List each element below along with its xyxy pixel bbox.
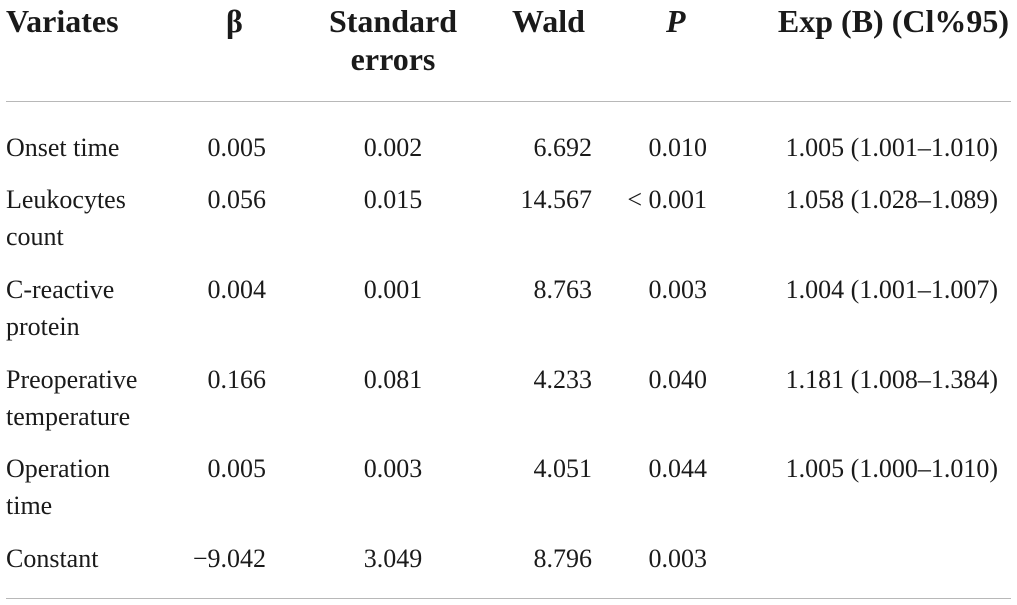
header-variates: Variates: [6, 3, 119, 39]
header-divider: [6, 101, 1011, 102]
cell-variate: Constant: [6, 544, 99, 573]
header-standard-errors-line1: Standard: [328, 3, 458, 39]
cell-variate: Onset time: [6, 133, 120, 162]
cell-wald: 14.567: [520, 185, 593, 214]
header-standard-errors-line2: errors: [350, 41, 436, 77]
cell-exp-b: 1.005 (1.001–1.010): [785, 133, 998, 162]
table-bottom-rule: [6, 598, 1011, 599]
header-exp-b: Exp (B) (Cl%95): [777, 3, 1009, 39]
cell-standard-error: 0.003: [363, 454, 423, 483]
cell-variate: Preoperative temperature: [6, 365, 138, 431]
header-p: P: [666, 3, 686, 39]
cell-beta: 0.004: [207, 275, 267, 304]
cell-p: < 0.001: [627, 185, 707, 214]
cell-p: 0.003: [648, 275, 708, 304]
header-standard-errors: Standard errors: [312, 2, 474, 78]
cell-p: 0.040: [648, 365, 708, 394]
cell-beta: −9.042: [192, 544, 266, 573]
cell-wald: 8.763: [533, 275, 593, 304]
header-beta: β: [226, 3, 243, 39]
cell-variate: C-reactive protein: [6, 275, 115, 341]
cell-variate: Leukocytes count: [6, 185, 126, 251]
cell-standard-error: 3.049: [363, 544, 423, 573]
cell-standard-error: 0.002: [363, 133, 423, 162]
cell-standard-error: 0.001: [363, 275, 423, 304]
cell-exp-b: 1.004 (1.001–1.007): [785, 275, 998, 304]
cell-beta: 0.056: [207, 185, 267, 214]
cell-beta: 0.166: [207, 365, 267, 394]
cell-p: 0.003: [648, 544, 708, 573]
cell-beta: 0.005: [207, 454, 267, 483]
header-wald: Wald: [512, 3, 585, 39]
cell-exp-b: 1.181 (1.008–1.384): [785, 365, 998, 394]
cell-wald: 8.796: [533, 544, 593, 573]
cell-wald: 6.692: [533, 133, 593, 162]
cell-beta: 0.005: [207, 133, 267, 162]
cell-standard-error: 0.081: [363, 365, 423, 394]
cell-p: 0.010: [648, 133, 708, 162]
cell-standard-error: 0.015: [363, 185, 423, 214]
cell-p: 0.044: [648, 454, 708, 483]
cell-variate: Operation time: [6, 454, 110, 520]
cell-exp-b: 1.005 (1.000–1.010): [785, 454, 998, 483]
cell-wald: 4.051: [533, 454, 593, 483]
cell-exp-b: 1.058 (1.028–1.089): [785, 185, 998, 214]
cell-wald: 4.233: [533, 365, 593, 394]
